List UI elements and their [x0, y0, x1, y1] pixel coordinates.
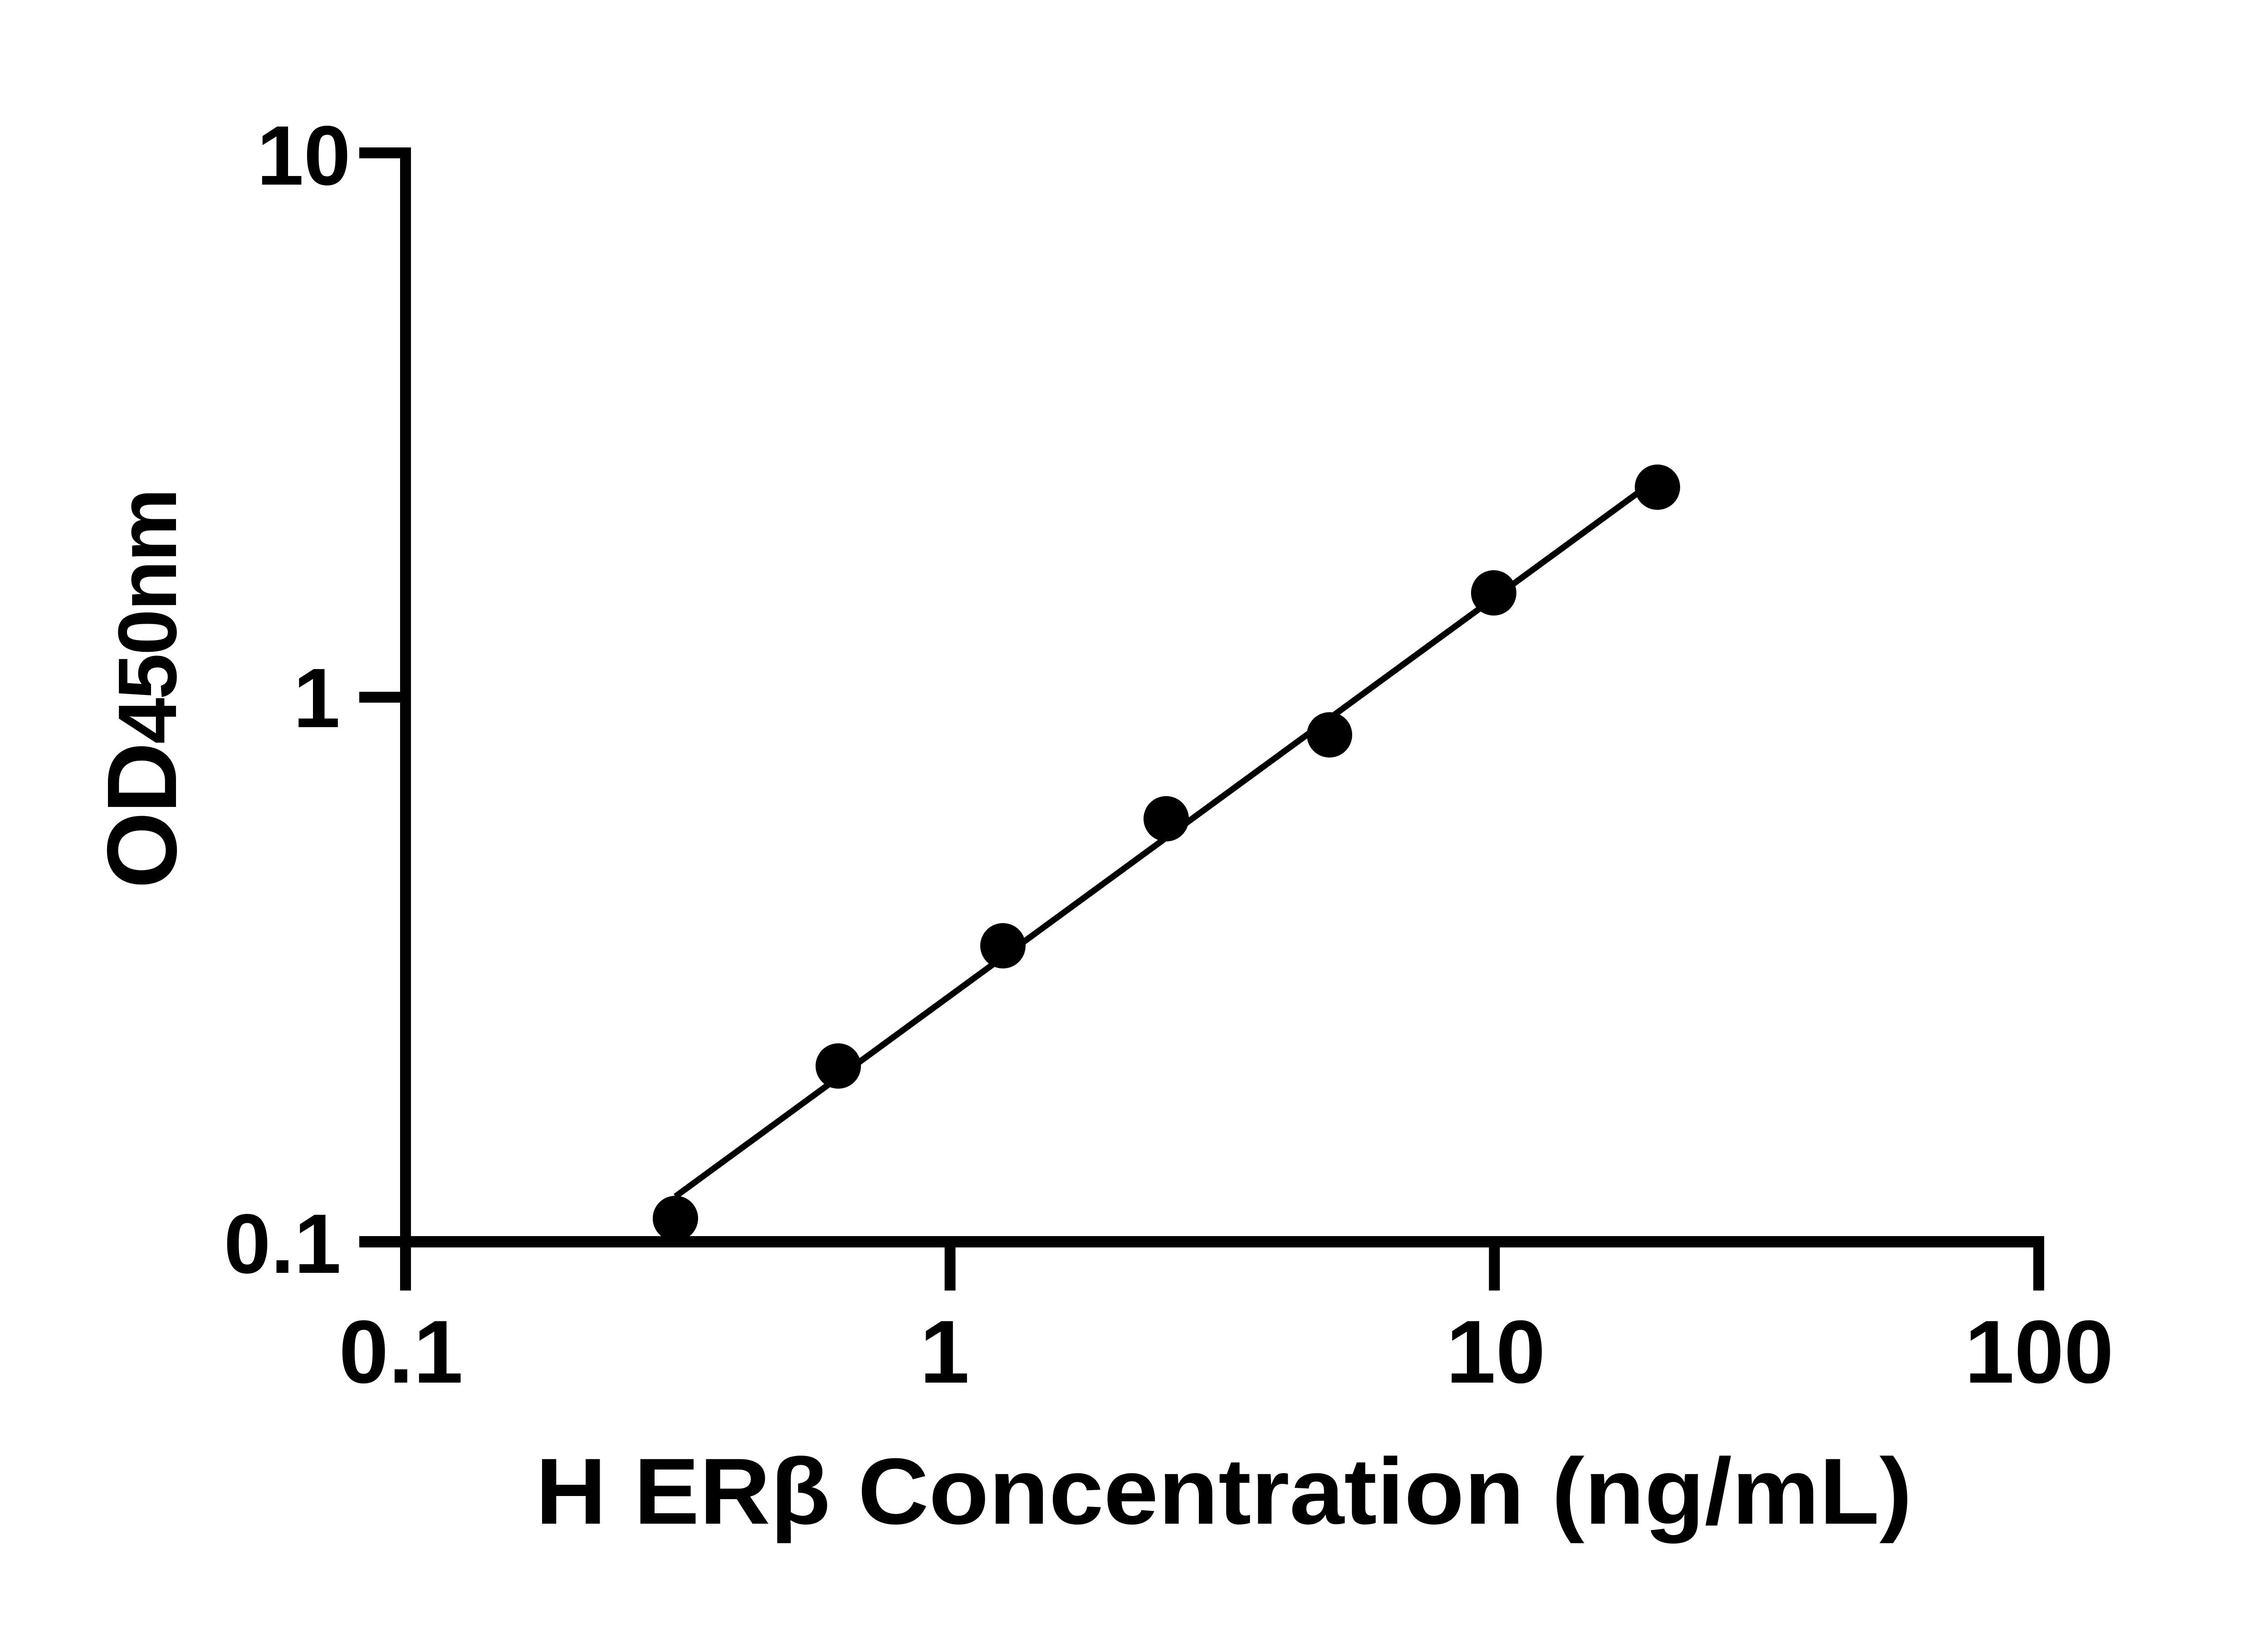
- svg-text:1: 1: [920, 1302, 970, 1402]
- svg-text:0.1: 0.1: [224, 1197, 341, 1291]
- svg-text:0.1: 0.1: [339, 1302, 463, 1402]
- svg-text:100: 100: [1965, 1302, 2114, 1402]
- svg-text:H ERβ Concentration (ng/mL): H ERβ Concentration (ng/mL): [536, 1439, 1912, 1544]
- svg-text:10: 10: [257, 109, 351, 203]
- svg-text:1: 1: [293, 651, 340, 745]
- svg-text:OD450nm: OD450nm: [87, 490, 197, 889]
- svg-text:10: 10: [1446, 1302, 1545, 1402]
